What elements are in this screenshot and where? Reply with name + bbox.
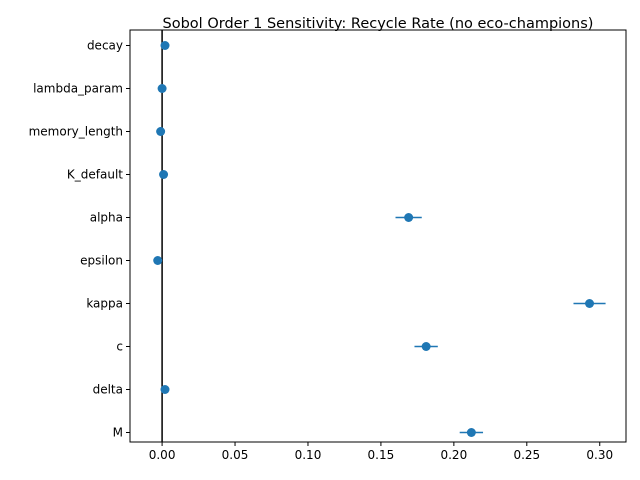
y-tick-label: memory_length	[29, 125, 123, 139]
y-tick-label: alpha	[90, 211, 123, 225]
data-point	[466, 428, 476, 437]
data-point	[160, 385, 170, 394]
y-tick-label: c	[116, 340, 123, 354]
data-point	[585, 299, 595, 308]
y-tick-label: decay	[87, 39, 123, 53]
plot-area: 0.00 0.05 0.10 0.15 0.20 0.25 0.30 decay lambda_…	[29, 30, 613, 462]
data-point	[156, 127, 166, 136]
data-point	[160, 41, 170, 50]
data-point	[153, 256, 163, 265]
x-tick-label: 0.05	[222, 448, 249, 462]
y-tick-label: delta	[93, 383, 123, 397]
y-tick-label: kappa	[86, 297, 123, 311]
data-point	[159, 170, 169, 179]
data-point	[404, 213, 414, 222]
x-tick-label: 0.15	[368, 448, 395, 462]
x-tick-label: 0.00	[149, 448, 176, 462]
x-tick-label: 0.25	[513, 448, 540, 462]
y-tick-label: K_default	[67, 168, 123, 182]
y-tick-label: lambda_param	[33, 82, 123, 96]
data-point	[421, 342, 431, 351]
axes-frame	[129, 29, 627, 443]
x-tick-label: 0.30	[586, 448, 613, 462]
chart-title: Sobol Order 1 Sensitivity: Recycle Rate …	[163, 16, 594, 32]
y-tick-label: M	[113, 426, 123, 440]
y-tick-label: epsilon	[80, 254, 123, 268]
x-tick-label: 0.10	[295, 448, 322, 462]
data-point	[157, 84, 167, 93]
x-tick-label: 0.20	[440, 448, 467, 462]
